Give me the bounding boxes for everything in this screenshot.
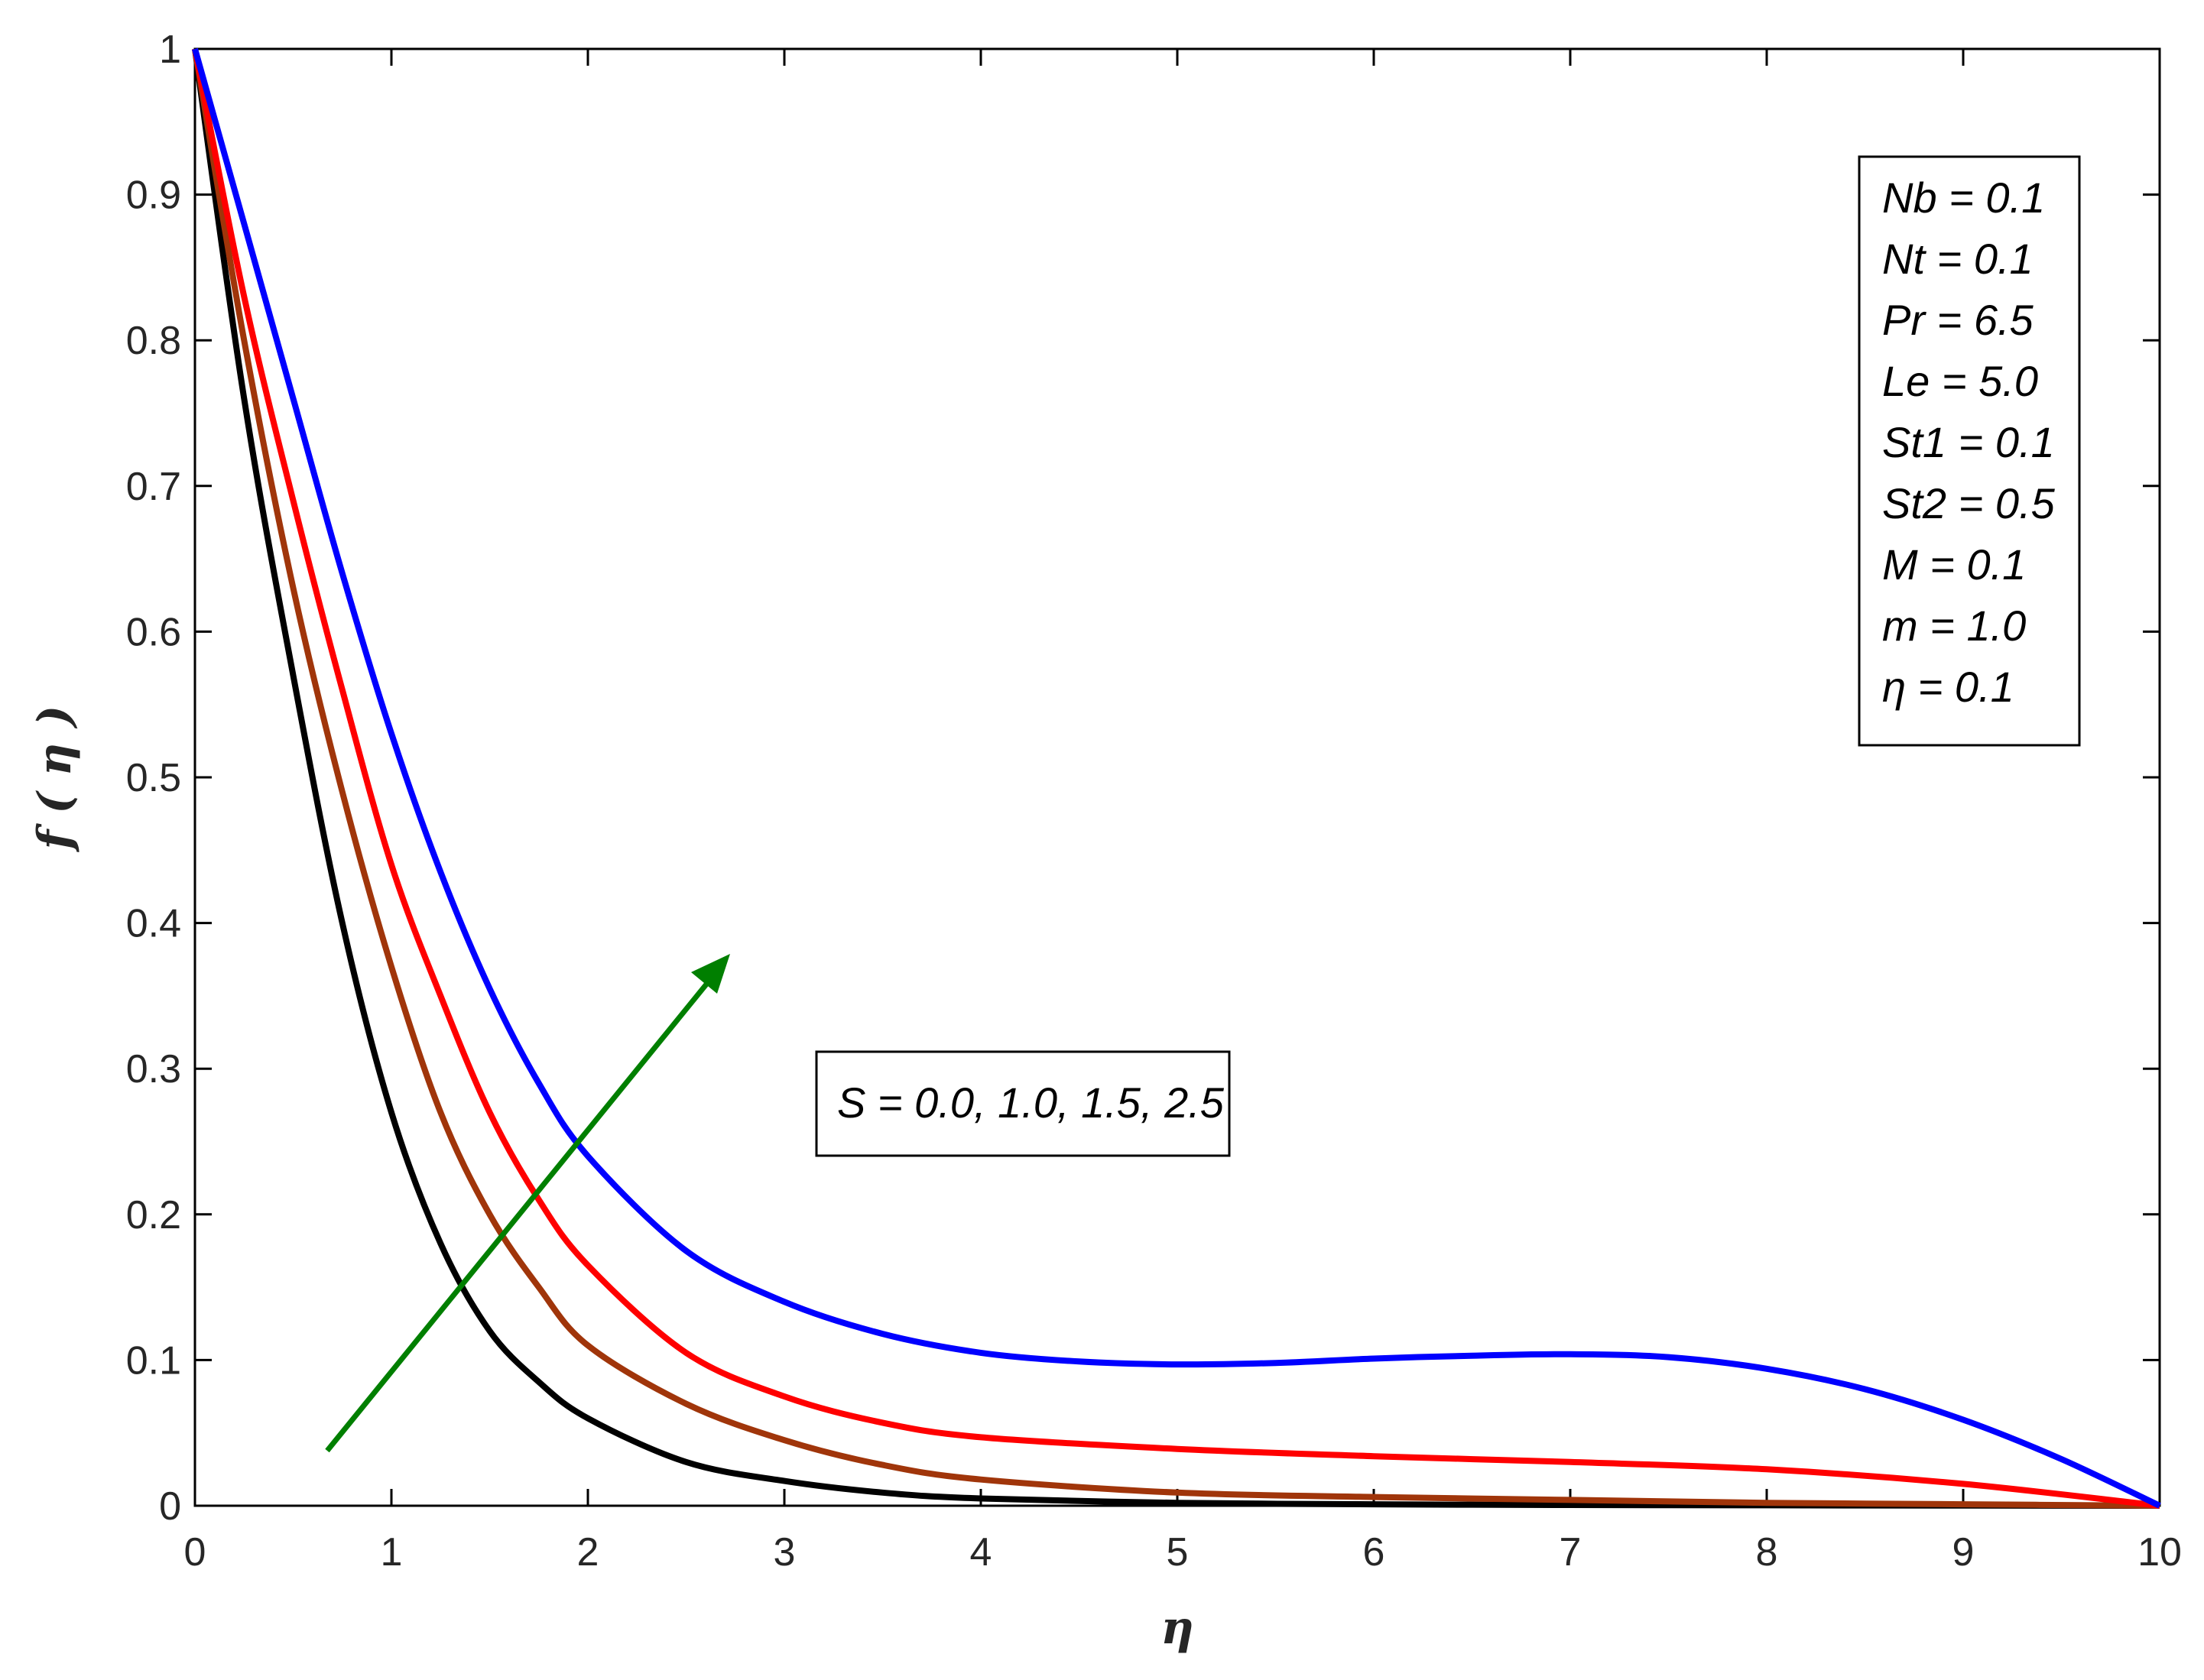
- s-label: S = 0.0, 1.0, 1.5, 2.5: [837, 1078, 1225, 1127]
- y-tick-label: 0.2: [126, 1193, 181, 1237]
- y-tick-label: 0.5: [126, 756, 181, 800]
- x-tick-label: 6: [1363, 1530, 1385, 1575]
- x-tick-label: 8: [1756, 1530, 1778, 1575]
- x-tick-label: 3: [774, 1530, 796, 1575]
- x-axis-title: η: [1160, 1601, 1194, 1655]
- parameter-label: St1 = 0.1: [1882, 418, 2055, 466]
- x-tick-label: 5: [1167, 1530, 1189, 1575]
- y-tick-label: 0.3: [126, 1047, 181, 1091]
- parameter-label: Nt = 0.1: [1882, 235, 2034, 283]
- y-axis-title: f ( η ): [28, 705, 82, 853]
- x-tick-label: 10: [2137, 1530, 2182, 1575]
- parameter-label: m = 1.0: [1882, 602, 2026, 650]
- y-tick-label: 0: [159, 1484, 181, 1529]
- x-tick-label: 9: [1952, 1530, 1975, 1575]
- y-tick-label: 0.8: [126, 319, 181, 363]
- parameter-label: M = 0.1: [1882, 540, 2026, 589]
- parameter-label: Le = 5.0: [1882, 357, 2038, 405]
- x-tick-label: 2: [577, 1530, 599, 1575]
- series-line-2: [192, 48, 2160, 1509]
- x-tick-label: 0: [184, 1530, 206, 1575]
- y-tick-label: 0.9: [126, 174, 181, 218]
- x-tick-label: 4: [970, 1530, 992, 1575]
- parameter-label: St2 = 0.5: [1882, 479, 2056, 527]
- y-tick-label: 0.6: [126, 610, 181, 654]
- series-line-4: [192, 47, 2161, 1509]
- series-lines: [192, 47, 2161, 1509]
- parameter-box: [1858, 155, 2081, 747]
- ticks: 0 1 2 3 4 5 6 7 8 9 10 0 0.1 0.2 0.3 0.4 0.5 0.6 0.7 0.8 0.9…: [126, 28, 2182, 1575]
- x-tick-label: 7: [1560, 1530, 1582, 1575]
- trend-arrow: [325, 967, 721, 1453]
- parameter-label: Pr = 6.5: [1882, 296, 2034, 344]
- y-tick-label: 1: [159, 28, 181, 72]
- annotations: Nb = 0.1 Nt = 0.1 Pr = 6.5 Le = 5.0 St1 = 0.…: [325, 155, 2081, 1453]
- parameter-label: η = 0.1: [1882, 663, 2014, 711]
- y-tick-label: 0.1: [126, 1338, 181, 1383]
- s-label-box: [815, 1050, 1231, 1157]
- y-tick-label: 0.4: [126, 902, 181, 946]
- series-line-1: [192, 48, 2160, 1509]
- trend-arrow-head: [691, 954, 730, 994]
- series-line-3: [192, 48, 2160, 1509]
- parameter-label: Nb = 0.1: [1882, 174, 2045, 222]
- y-tick-label: 0.7: [126, 465, 181, 509]
- x-tick-label: 1: [381, 1530, 403, 1575]
